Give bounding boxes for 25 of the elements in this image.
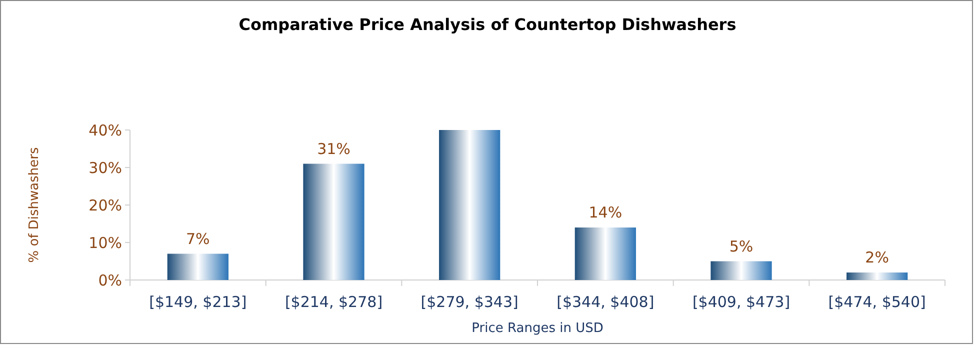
x-tick-label: [$409, $473] — [692, 293, 790, 311]
data-label: 7% — [186, 230, 210, 248]
bar — [439, 130, 500, 280]
x-tick-label: [$474, $540] — [828, 293, 926, 311]
bar — [710, 261, 772, 280]
data-label: 31% — [317, 140, 350, 158]
y-tick-label: 10% — [88, 234, 122, 252]
bar — [167, 254, 228, 280]
data-label: 5% — [729, 237, 754, 256]
data-label: 2% — [865, 248, 889, 266]
bar — [846, 272, 908, 280]
data-label: 14% — [588, 204, 622, 222]
y-axis-title: % of Dishwashers — [27, 147, 42, 263]
chart-title: Comparative Price Analysis of Countertop Dishwashers — [238, 15, 736, 34]
x-axis-title: Price Ranges in USD — [472, 321, 604, 336]
x-tick-label: [$214, $278] — [284, 293, 383, 311]
y-tick-label: 20% — [88, 196, 122, 214]
bar — [574, 228, 636, 280]
x-tick-label: [$344, $408] — [556, 293, 654, 311]
y-tick-label: 40% — [88, 121, 122, 140]
x-tick-label: [$279, $343] — [420, 293, 518, 311]
y-tick-label: 30% — [88, 158, 122, 177]
bar — [303, 164, 364, 280]
y-tick-label: 0% — [98, 271, 122, 290]
x-tick-label: [$149, $213] — [149, 293, 247, 311]
